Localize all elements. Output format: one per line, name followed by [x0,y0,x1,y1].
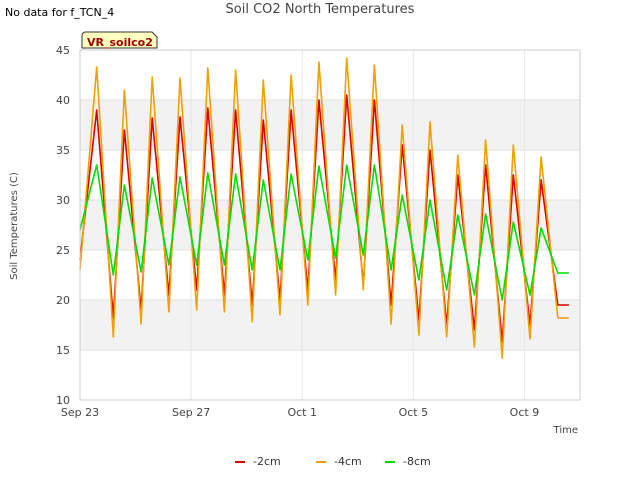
y-tick-label: 30 [56,194,70,207]
chart-title: Soil CO2 North Temperatures [225,2,415,17]
series-badge-label: VR_soilco2 [87,36,153,49]
series-badge: VR_soilco2 [81,31,158,49]
y-axis-label: Soil Temperatures (C) [9,172,20,280]
legend-label: -4cm [334,455,362,468]
x-tick-label: Oct 1 [287,406,317,419]
x-axis-label: Time [553,425,578,436]
y-tick-label: 20 [56,294,70,307]
y-tick-label: 10 [56,394,70,407]
y-tick-label: 25 [56,244,70,257]
grid-bands [80,100,580,350]
x-axis: Sep 23 Sep 27 Oct 1 Oct 5 Oct 9 [61,50,539,419]
x-tick-label: Sep 23 [61,406,99,419]
x-tick-label: Oct 9 [510,406,540,419]
grid-band [80,100,580,150]
legend: -2cm -4cm -8cm [235,455,431,468]
no-data-note: No data for f_TCN_4 [5,6,115,19]
y-tick-label: 45 [56,44,70,57]
series-line-4cmcm [79,57,569,359]
y-tick-label: 15 [56,344,70,357]
series-lines [79,57,569,359]
legend-label: -8cm [403,455,431,468]
series-line-8cmcm [79,164,569,301]
plot-frame [79,49,581,401]
grid-band [80,300,580,350]
legend-label: -2cm [253,455,281,468]
x-tick-label: Oct 5 [399,406,429,419]
x-tick-label: Sep 27 [172,406,210,419]
y-tick-label: 35 [56,144,70,157]
y-tick-label: 40 [56,94,70,107]
